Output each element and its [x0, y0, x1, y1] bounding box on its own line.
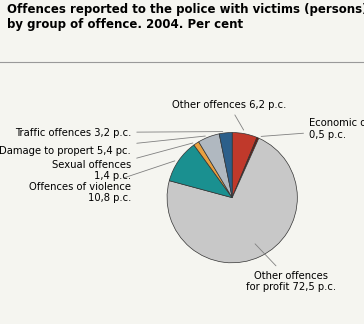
Text: Damage to propert 5,4 pc.: Damage to propert 5,4 pc. [0, 136, 205, 156]
Wedge shape [232, 137, 259, 198]
Wedge shape [194, 142, 232, 198]
Text: Other offences 6,2 p.c.: Other offences 6,2 p.c. [172, 100, 286, 130]
Wedge shape [167, 138, 297, 263]
Wedge shape [232, 133, 257, 198]
Text: Sexual offences
1,4 p.c.: Sexual offences 1,4 p.c. [52, 143, 193, 181]
Text: Other offences
for profit 72,5 p.c.: Other offences for profit 72,5 p.c. [246, 244, 336, 292]
Text: Offences of violence
10,8 p.c.: Offences of violence 10,8 p.c. [29, 161, 175, 203]
Wedge shape [199, 134, 232, 198]
Wedge shape [219, 133, 232, 198]
Text: Traffic offences 3,2 p.c.: Traffic offences 3,2 p.c. [15, 128, 223, 137]
Text: Offences reported to the police with victims (persons),
by group of offence. 200: Offences reported to the police with vic… [7, 3, 364, 31]
Text: Economic offences
0,5 p.c.: Economic offences 0,5 p.c. [261, 119, 364, 140]
Wedge shape [169, 145, 232, 198]
